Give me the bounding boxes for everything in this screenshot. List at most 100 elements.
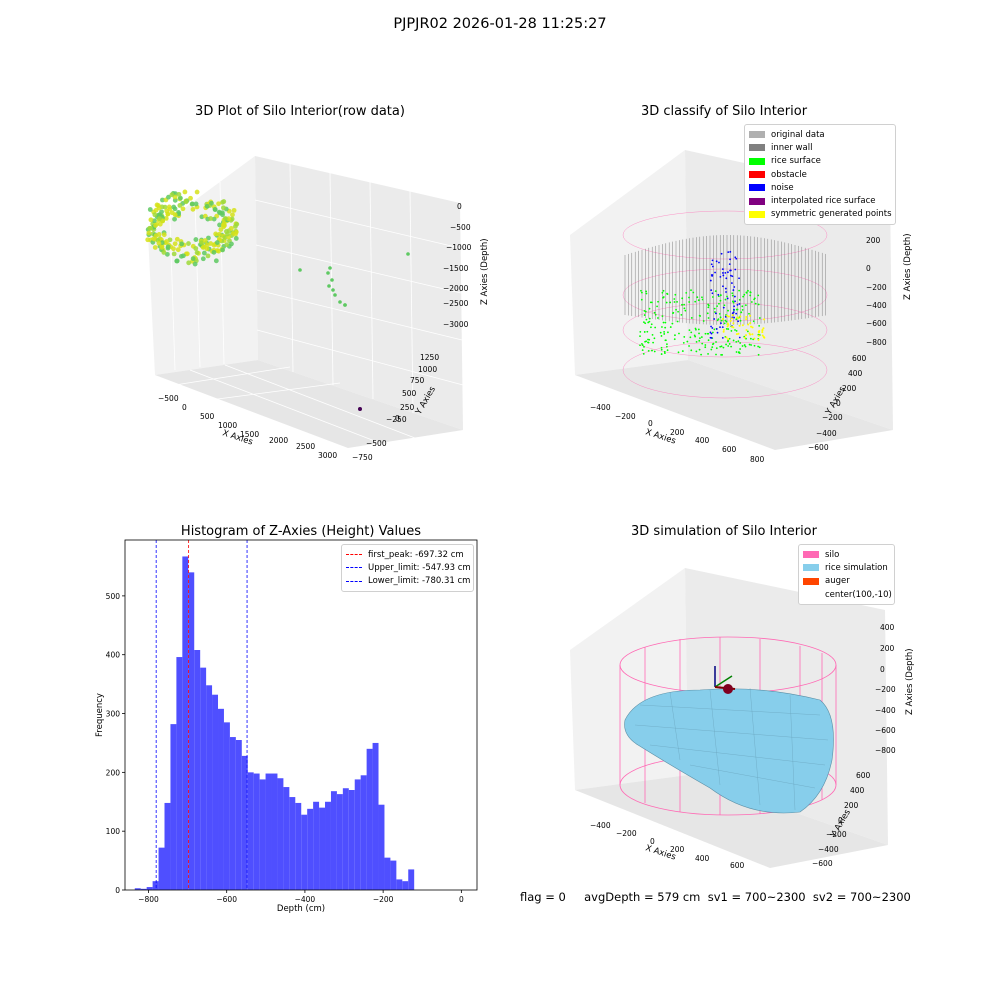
histogram-bar bbox=[247, 772, 254, 890]
rice-surface-point bbox=[664, 321, 667, 324]
raw-point bbox=[186, 241, 191, 246]
rice-surface-point bbox=[737, 340, 740, 343]
raw-point bbox=[157, 212, 163, 218]
rice-surface-point bbox=[717, 295, 720, 298]
panel2-points bbox=[624, 235, 826, 356]
svg-text:−600: −600 bbox=[875, 726, 896, 735]
rice-surface-point bbox=[732, 301, 735, 304]
rice-surface-point bbox=[719, 294, 722, 296]
svg-text:−600: −600 bbox=[808, 443, 829, 452]
raw-point bbox=[165, 244, 171, 250]
rice-surface-point bbox=[711, 346, 714, 349]
symmetric-point bbox=[750, 325, 753, 328]
rice-surface-point bbox=[758, 346, 761, 349]
symmetric-point bbox=[727, 338, 730, 341]
histogram-x-tick-label: −400 bbox=[295, 895, 316, 904]
rice-surface-point bbox=[750, 344, 753, 346]
noise-point bbox=[725, 291, 727, 293]
rice-surface-point bbox=[753, 298, 756, 301]
noise-point bbox=[722, 306, 725, 309]
histogram-bar bbox=[378, 804, 385, 890]
raw-point bbox=[159, 245, 165, 250]
noise-point bbox=[732, 289, 735, 291]
svg-text:−400: −400 bbox=[816, 429, 837, 438]
svg-text:2000: 2000 bbox=[269, 436, 288, 445]
histogram-y-tick-label: 500 bbox=[106, 592, 121, 601]
symmetric-point bbox=[737, 317, 740, 320]
panel2-zlabel: Z Axies (Depth) bbox=[903, 233, 913, 300]
noise-point bbox=[710, 289, 713, 292]
rice-surface-point bbox=[735, 308, 738, 311]
svg-text:−800: −800 bbox=[875, 746, 896, 755]
legend-item-original-data: original data bbox=[749, 128, 891, 141]
svg-text:−200: −200 bbox=[866, 283, 887, 292]
rice-surface-point bbox=[757, 303, 760, 306]
rice-surface-point bbox=[723, 304, 726, 307]
noise-point bbox=[709, 279, 712, 282]
symmetric-point bbox=[745, 315, 748, 318]
raw-point bbox=[204, 203, 210, 209]
symmetric-point bbox=[757, 338, 760, 341]
rice-surface-point bbox=[659, 331, 662, 334]
histogram-bar bbox=[152, 881, 159, 890]
raw-point bbox=[180, 253, 186, 259]
symmetric-point bbox=[741, 324, 744, 327]
svg-text:200: 200 bbox=[844, 801, 859, 810]
rice-surface-point bbox=[643, 314, 646, 316]
rice-surface-point bbox=[719, 299, 722, 302]
raw-point bbox=[177, 203, 183, 208]
histogram-bar bbox=[342, 788, 349, 890]
rice-surface-point bbox=[639, 344, 641, 347]
rice-surface-point bbox=[698, 348, 701, 351]
histogram-bar bbox=[134, 888, 141, 890]
rice-surface-point bbox=[671, 322, 674, 325]
noise-point bbox=[729, 258, 731, 261]
raw-point bbox=[152, 245, 158, 250]
symmetric-point bbox=[735, 333, 738, 336]
raw-point bbox=[146, 230, 152, 236]
rice-surface-point bbox=[717, 318, 720, 320]
svg-text:0: 0 bbox=[650, 837, 655, 846]
rice-surface-point bbox=[707, 339, 710, 342]
svg-text:200: 200 bbox=[670, 428, 685, 437]
rice-surface-point bbox=[663, 350, 666, 353]
noise-point bbox=[733, 295, 736, 298]
rice-surface-point bbox=[748, 312, 750, 315]
raw-point bbox=[182, 189, 188, 195]
rice-surface-point bbox=[757, 345, 760, 348]
svg-text:−500: −500 bbox=[158, 394, 179, 403]
rice-surface-point bbox=[719, 316, 722, 319]
legend-item-inner-wall: inner wall bbox=[749, 141, 891, 154]
rice-surface-point bbox=[725, 343, 727, 346]
svg-text:750: 750 bbox=[410, 376, 425, 385]
svg-text:600: 600 bbox=[852, 354, 867, 363]
rice-surface-point bbox=[654, 313, 657, 316]
rice-surface-point bbox=[700, 353, 703, 356]
raw-point bbox=[160, 240, 165, 246]
rice-surface-point bbox=[643, 331, 646, 333]
svg-text:−400: −400 bbox=[590, 403, 611, 412]
rice-surface-point bbox=[723, 322, 726, 325]
raw-point bbox=[175, 247, 181, 253]
histogram-x-tick-label: −600 bbox=[216, 895, 237, 904]
raw-point bbox=[327, 284, 331, 288]
histogram-bar bbox=[295, 802, 302, 890]
panel1-panes bbox=[148, 156, 464, 448]
raw-point bbox=[406, 252, 410, 256]
noise-point bbox=[709, 331, 712, 334]
histogram-bar bbox=[170, 724, 177, 890]
rice-surface-point bbox=[643, 309, 646, 312]
rice-surface-point bbox=[735, 329, 738, 332]
histogram-bar bbox=[253, 773, 260, 890]
rice-surface-point bbox=[692, 291, 695, 294]
raw-point bbox=[338, 300, 342, 304]
rice-surface-point bbox=[683, 307, 686, 310]
raw-point bbox=[172, 212, 178, 218]
symmetric-point bbox=[745, 328, 748, 331]
histogram-bar bbox=[241, 755, 248, 890]
histogram-ylabel: Frequency bbox=[95, 693, 105, 737]
rice-surface-point bbox=[656, 305, 658, 308]
rice-surface-mesh bbox=[634, 687, 829, 811]
histogram-bar bbox=[277, 778, 284, 890]
histogram-xlabel: Depth (cm) bbox=[277, 904, 325, 914]
